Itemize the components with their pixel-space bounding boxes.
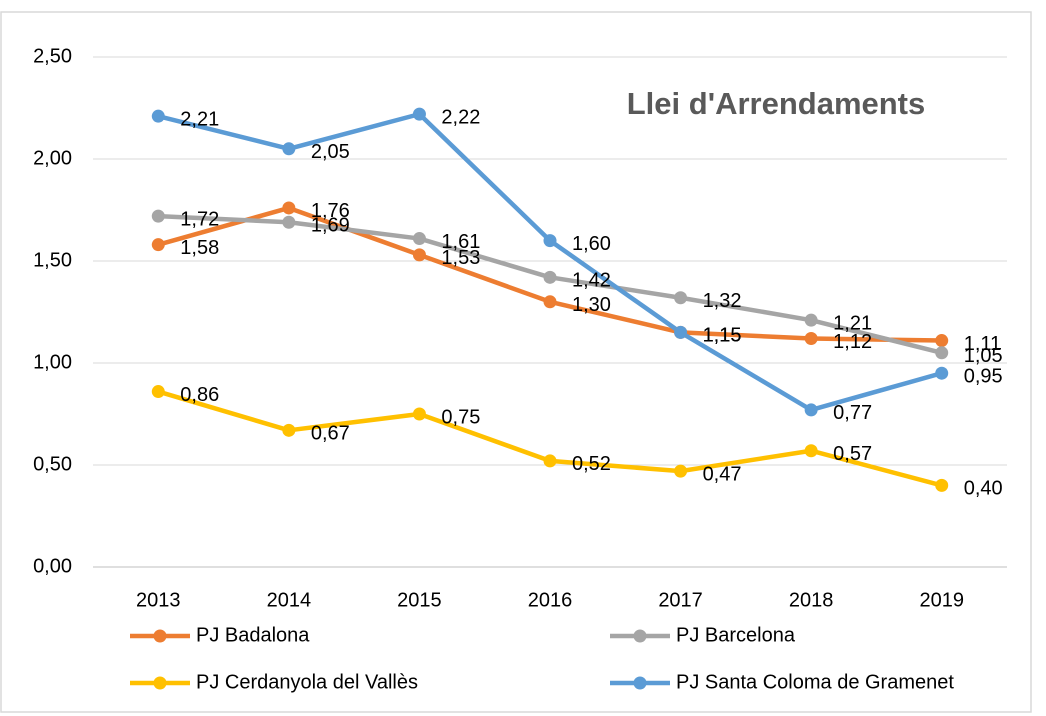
legend-marker [633,629,647,643]
data-label: 1,60 [572,233,611,255]
legend-label: PJ Badalona [196,624,310,646]
data-label: 1,05 [964,345,1003,367]
data-label: 1,42 [572,270,611,292]
data-point [674,464,688,478]
data-point [282,142,296,156]
data-point [543,270,557,284]
data-point [282,215,296,229]
data-point [412,248,426,262]
chart-frame [0,11,1032,713]
data-label: 0,75 [441,406,480,428]
data-label: 1,15 [703,325,742,347]
data-point [151,385,165,399]
data-label: 0,47 [703,463,742,485]
legend-label: PJ Santa Coloma de Gramenet [676,671,954,693]
chart-title: Llei d'Arrendaments [627,86,926,121]
data-point [935,478,949,492]
data-label: 1,32 [703,290,742,312]
data-point [804,444,818,458]
x-tick-label: 2013 [136,589,181,611]
data-point [412,407,426,421]
legend-label: PJ Barcelona [676,624,796,646]
legend-marker [633,676,647,690]
data-label: 0,77 [833,402,872,424]
x-tick-label: 2014 [267,589,312,611]
x-tick-label: 2019 [919,589,964,611]
data-point [543,454,557,468]
data-label: 1,30 [572,294,611,316]
data-label: 1,61 [441,231,480,253]
y-tick-label: 1,50 [33,249,72,271]
data-label: 2,05 [311,141,350,163]
data-label: 0,57 [833,443,872,465]
data-point [804,332,818,346]
x-tick-label: 2016 [528,589,573,611]
data-label: 0,67 [311,423,350,445]
data-label: 0,52 [572,453,611,475]
data-label: 1,72 [180,208,219,230]
data-point [935,346,949,360]
data-point [543,295,557,309]
data-label: 0,40 [964,478,1003,500]
data-label: 1,76 [311,200,350,222]
data-label: 1,21 [833,312,872,334]
data-point [412,107,426,121]
legend-label: PJ Cerdanyola del Vallès [196,671,418,693]
y-tick-label: 0,50 [33,453,72,475]
data-point [674,325,688,339]
data-label: 0,95 [964,365,1003,387]
data-label: 1,69 [311,215,350,237]
data-label: 1,53 [441,247,480,269]
data-point [804,403,818,417]
y-tick-label: 2,00 [33,147,72,169]
legend-marker [153,676,167,690]
x-tick-label: 2017 [658,589,703,611]
legend-marker [153,629,167,643]
data-label: 2,22 [441,106,480,128]
x-tick-label: 2015 [397,589,442,611]
data-point [151,238,165,252]
data-point [804,313,818,327]
data-point [151,209,165,223]
data-point [282,201,296,215]
data-point [674,291,688,305]
data-label: 0,86 [180,384,219,406]
data-point [412,232,426,246]
y-tick-label: 2,50 [33,45,72,67]
data-point [282,423,296,437]
data-label: 1,15 [703,325,742,347]
data-label: 1,12 [833,331,872,353]
x-tick-label: 2018 [789,589,834,611]
data-label: 1,58 [180,237,219,259]
data-label: 1,11 [964,333,1001,355]
y-tick-label: 0,00 [33,555,72,577]
data-point [543,234,557,248]
data-point [935,366,949,380]
data-point [935,334,949,348]
y-tick-label: 1,00 [33,351,72,373]
data-label: 2,21 [180,108,219,130]
data-point [151,109,165,123]
